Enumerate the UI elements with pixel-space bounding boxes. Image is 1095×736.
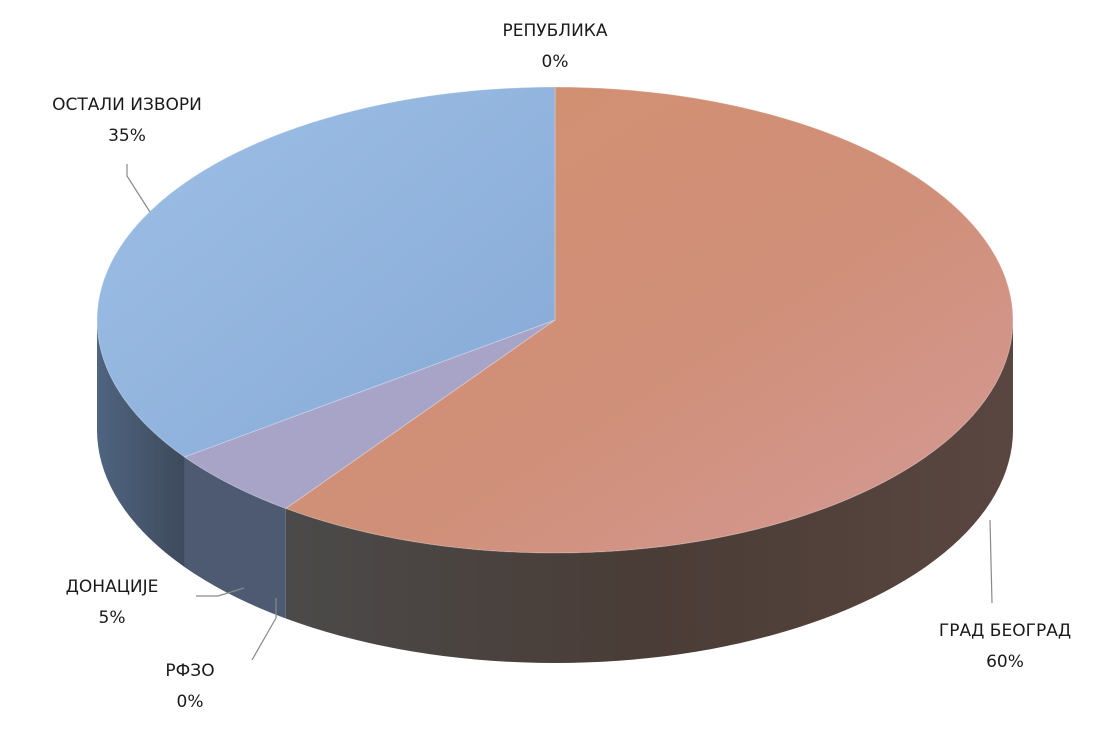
pie-slice-1: [284, 86, 1014, 554]
slice-value-label-1: 60%: [986, 652, 1024, 672]
slice-value-label-2: 0%: [177, 692, 204, 712]
pie-sides: [97, 320, 1013, 663]
slice-label-2: РФЗО: [165, 661, 214, 681]
leader-line-1: [989, 519, 993, 604]
pie-slice-4: [96, 86, 556, 458]
slice-label-3: ДОНАЦИЈЕ: [66, 577, 159, 597]
leader-line-4: [126, 164, 151, 213]
pie-slice-3: [183, 319, 556, 510]
leader-line-3: [196, 587, 245, 597]
leader-lines: [126, 164, 993, 661]
data-labels: РЕПУБЛИКА 0% ГРАД БЕОГРАД 60% РФЗО 0% ДОНАЦИЈЕ…: [52, 21, 1071, 712]
slice-label-1: ГРАД БЕОГРАД: [939, 621, 1071, 641]
slice-value-label-0: 0%: [542, 52, 569, 72]
pie-side-1: [285, 320, 1013, 663]
leader-line-2: [251, 598, 277, 661]
slice-label-0: РЕПУБЛИКА: [503, 21, 608, 41]
slice-value-label-4: 35%: [108, 126, 146, 146]
slice-value-label-3: 5%: [99, 608, 126, 628]
slice-label-4: ОСТАЛИ ИЗВОРИ: [52, 95, 202, 115]
pie-side-4: [97, 320, 185, 567]
pie-tops: [96, 86, 1014, 554]
pie-side-3: [184, 456, 286, 619]
